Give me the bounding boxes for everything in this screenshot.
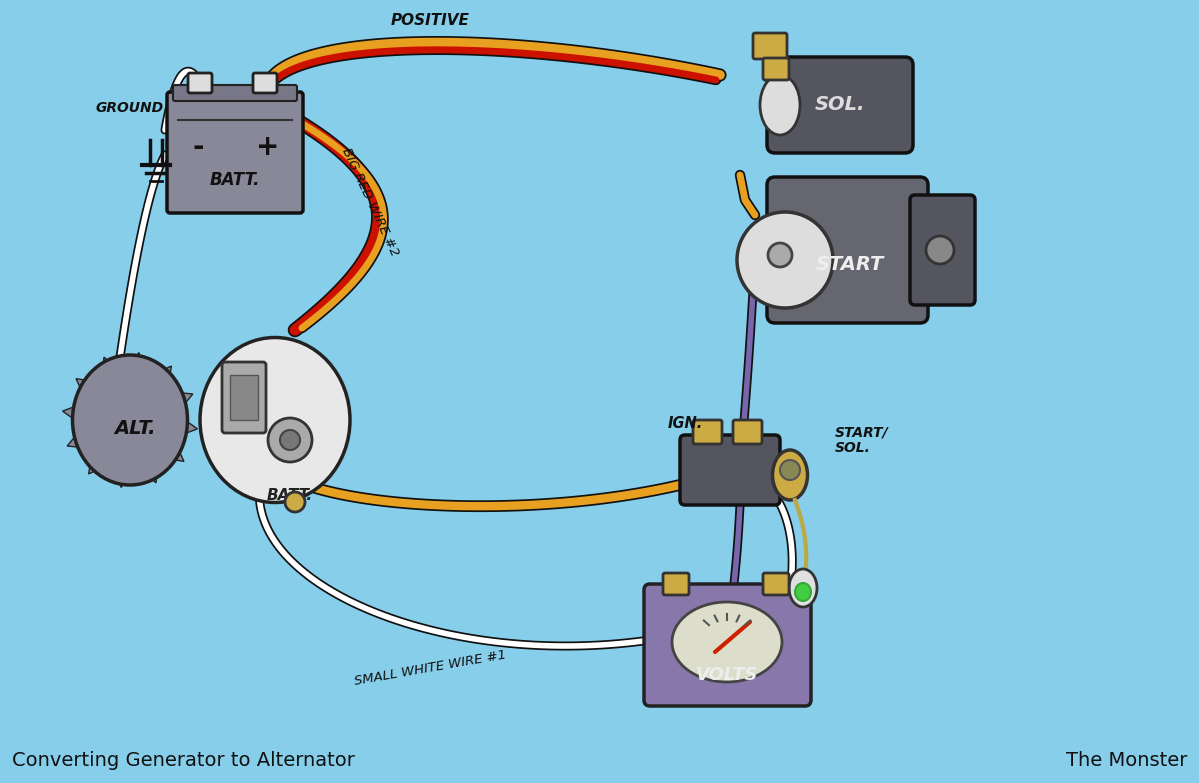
Circle shape [269,418,312,462]
Polygon shape [116,473,129,488]
Bar [230,375,258,420]
FancyBboxPatch shape [680,435,781,505]
Circle shape [737,212,833,308]
FancyBboxPatch shape [767,177,928,323]
Polygon shape [183,420,198,435]
Text: START/
SOL.: START/ SOL. [835,425,888,455]
FancyBboxPatch shape [663,573,689,595]
Text: VOLTS: VOLTS [695,666,758,684]
Text: ALT.: ALT. [114,418,156,438]
Ellipse shape [72,355,187,485]
Text: START: START [815,255,884,275]
Circle shape [781,460,800,480]
Ellipse shape [200,337,350,503]
Ellipse shape [671,602,782,682]
FancyBboxPatch shape [693,420,722,444]
FancyBboxPatch shape [167,92,303,213]
Polygon shape [102,357,116,373]
Polygon shape [89,459,102,474]
FancyBboxPatch shape [763,58,789,80]
Polygon shape [169,448,183,461]
Text: +: + [257,133,279,161]
Polygon shape [157,366,171,381]
Circle shape [285,492,305,512]
Polygon shape [76,379,91,392]
Ellipse shape [789,569,817,607]
FancyBboxPatch shape [767,57,912,153]
Text: The Monster: The Monster [1066,751,1187,770]
FancyBboxPatch shape [222,362,266,433]
Text: SMALL WHITE WIRE #1: SMALL WHITE WIRE #1 [353,648,507,688]
Circle shape [926,236,954,264]
FancyBboxPatch shape [173,85,297,101]
Text: BIG RED WIRE #2: BIG RED WIRE #2 [339,146,400,258]
Text: SOL.: SOL. [815,96,866,114]
FancyBboxPatch shape [733,420,763,444]
Text: POSITIVE: POSITIVE [391,13,470,28]
Polygon shape [144,467,157,483]
Circle shape [769,243,793,267]
Text: Converting Generator to Alternator: Converting Generator to Alternator [12,751,355,770]
Text: BATT.: BATT. [267,488,313,503]
FancyBboxPatch shape [644,584,811,706]
FancyBboxPatch shape [253,73,277,93]
FancyBboxPatch shape [910,195,975,305]
Text: -: - [192,133,204,161]
FancyBboxPatch shape [763,573,789,595]
Circle shape [281,430,300,450]
Text: IGN.: IGN. [668,416,704,431]
Polygon shape [177,392,193,406]
Ellipse shape [772,450,807,500]
Ellipse shape [760,75,800,135]
Polygon shape [62,406,77,420]
Text: BATT.: BATT. [210,171,260,189]
Text: GROUND: GROUND [95,101,163,115]
FancyBboxPatch shape [753,33,787,59]
Ellipse shape [795,583,811,601]
Polygon shape [67,435,83,448]
Polygon shape [129,352,144,367]
FancyBboxPatch shape [188,73,212,93]
